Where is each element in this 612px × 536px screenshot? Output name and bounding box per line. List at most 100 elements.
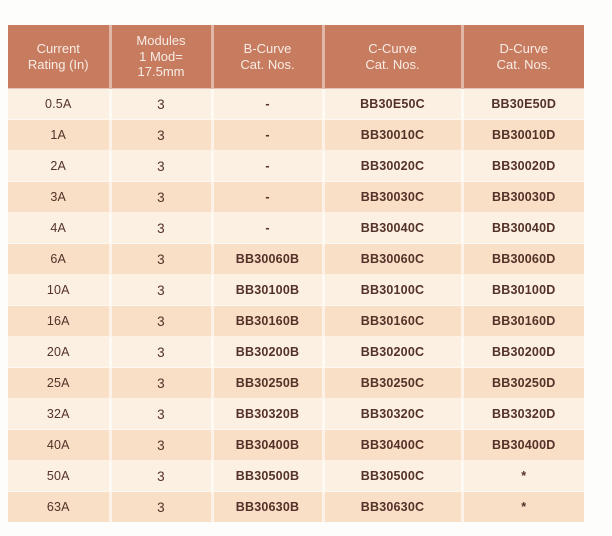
cell-b-curve: BB30400B <box>210 429 323 461</box>
column-header-line: Modules <box>136 33 186 49</box>
table-row: 16A 3 BB30160B BB30160C BB30160D <box>8 305 584 337</box>
cell-modules: 3 <box>108 336 212 368</box>
table-row: 32A 3 BB30320B BB30320C BB30320D <box>8 398 584 430</box>
column-header-line: B-Curve <box>243 41 292 56</box>
cell-c-curve: BB30630C <box>321 491 462 522</box>
column-header-b-curve: B-Curve Cat. Nos. <box>210 25 323 89</box>
table-row: 3A 3- BB30030C BB30030D <box>8 181 584 213</box>
table-row: 0.5A 3- BB30E50C BB30E50D <box>8 88 584 120</box>
cell-d-curve: * <box>460 460 584 492</box>
table-row: 2A 3- BB30020C BB30020D <box>8 150 584 182</box>
cell-current-rating: 63A <box>8 491 110 522</box>
cell-d-curve: BB30010D <box>460 119 584 151</box>
cell-current-rating: 10A <box>8 274 110 306</box>
column-header-line: C-Curve <box>368 41 417 56</box>
cell-d-curve: BB30160D <box>460 305 584 337</box>
cell-c-curve: BB30060C <box>321 243 462 275</box>
table-row: 40A 3 BB30400B BB30400C BB30400D <box>8 429 584 461</box>
cell-c-curve: BB30100C <box>321 274 462 306</box>
table-row: 1A 3- BB30010C BB30010D <box>8 119 584 151</box>
header-row: Current Rating (In) Modules 1 Mod= 17.5mm B-C… <box>8 25 584 89</box>
table-body: 0.5A 3- BB30E50C BB30E50D 1A 3- BB30010C BB3001… <box>8 88 584 522</box>
cell-modules: 3 <box>108 274 212 306</box>
column-header-modules: Modules 1 Mod= 17.5mm <box>108 25 212 89</box>
table-row: 50A 3 BB30500B BB30500C * <box>8 460 584 492</box>
cell-modules: 3 <box>108 212 212 244</box>
table-row: 10A 3 BB30100B BB30100C BB30100D <box>8 274 584 306</box>
column-header-line: Rating (In) <box>27 56 89 72</box>
cell-c-curve: BB30020C <box>321 150 462 182</box>
cell-b-curve: - <box>210 119 323 151</box>
cell-b-curve: - <box>210 212 323 244</box>
column-header-c-curve: C-Curve Cat. Nos. <box>321 25 462 89</box>
cell-b-curve: BB30250B <box>210 367 323 399</box>
cell-modules: 3 <box>108 460 212 492</box>
cell-modules: 3 <box>108 429 212 461</box>
column-header-line: D-Curve <box>499 41 548 56</box>
cell-b-curve: - <box>210 181 323 213</box>
cell-modules: 3 <box>108 491 212 522</box>
cell-d-curve: * <box>460 491 584 522</box>
cell-d-curve: BB30250D <box>460 367 584 399</box>
cell-b-curve: BB30160B <box>210 305 323 337</box>
cell-modules: 3 <box>108 119 212 151</box>
cell-b-curve: BB30320B <box>210 398 323 430</box>
table-header: Current Rating (In) Modules 1 Mod= 17.5mm B-C… <box>8 25 584 89</box>
cell-d-curve: BB30E50D <box>460 88 584 120</box>
cell-current-rating: 25A <box>8 367 110 399</box>
table-row: 25A 3 BB30250B BB30250C BB30250D <box>8 367 584 399</box>
cell-d-curve: BB30400D <box>460 429 584 461</box>
cell-d-curve: BB30030D <box>460 181 584 213</box>
cell-c-curve: BB30040C <box>321 212 462 244</box>
cell-current-rating: 4A <box>8 212 110 244</box>
cell-c-curve: BB30200C <box>321 336 462 368</box>
table-row: 6A 3 BB30060B BB30060C BB30060D <box>8 243 584 275</box>
cell-c-curve: BB30010C <box>321 119 462 151</box>
cell-current-rating: 32A <box>8 398 110 430</box>
cell-current-rating: 16A <box>8 305 110 337</box>
cell-modules: 3 <box>108 181 212 213</box>
column-header-line: Cat. Nos. <box>496 56 551 72</box>
cell-c-curve: BB30250C <box>321 367 462 399</box>
cell-d-curve: BB30040D <box>460 212 584 244</box>
cell-current-rating: 6A <box>8 243 110 275</box>
cell-b-curve: BB30500B <box>210 460 323 492</box>
cell-b-curve: BB30100B <box>210 274 323 306</box>
cell-d-curve: BB30100D <box>460 274 584 306</box>
cell-b-curve: BB30060B <box>210 243 323 275</box>
cell-c-curve: BB30500C <box>321 460 462 492</box>
cell-d-curve: BB30320D <box>460 398 584 430</box>
column-header-line: 1 Mod= <box>139 48 183 64</box>
cell-modules: 3 <box>108 398 212 430</box>
cell-current-rating: 0.5A <box>8 88 110 120</box>
catalog-table: Current Rating (In) Modules 1 Mod= 17.5mm B-C… <box>8 25 584 522</box>
cell-c-curve: BB30400C <box>321 429 462 461</box>
table-row: 63A 3 BB30630B BB30630C * <box>8 491 584 522</box>
cell-c-curve: BB30320C <box>321 398 462 430</box>
cell-b-curve: - <box>210 88 323 120</box>
cell-c-curve: BB30E50C <box>321 88 462 120</box>
cell-b-curve: - <box>210 150 323 182</box>
cell-c-curve: BB30160C <box>321 305 462 337</box>
cell-modules: 3 <box>108 88 212 120</box>
column-header-d-curve: D-Curve Cat. Nos. <box>460 25 584 89</box>
cell-modules: 3 <box>108 243 212 275</box>
cell-current-rating: 1A <box>8 119 110 151</box>
cell-modules: 3 <box>108 305 212 337</box>
cell-current-rating: 50A <box>8 460 110 492</box>
cell-modules: 3 <box>108 150 212 182</box>
cell-d-curve: BB30060D <box>460 243 584 275</box>
cell-current-rating: 20A <box>8 336 110 368</box>
column-header-line: Cat. Nos. <box>365 56 420 72</box>
column-header-current-rating: Current Rating (In) <box>8 25 110 89</box>
column-header-line: 17.5mm <box>137 64 185 80</box>
cell-current-rating: 2A <box>8 150 110 182</box>
cell-b-curve: BB30630B <box>210 491 323 522</box>
cell-modules: 3 <box>108 367 212 399</box>
cell-d-curve: BB30200D <box>460 336 584 368</box>
cell-d-curve: BB30020D <box>460 150 584 182</box>
table-row: 4A 3- BB30040C BB30040D <box>8 212 584 244</box>
table-row: 20A 3 BB30200B BB30200C BB30200D <box>8 336 584 368</box>
cell-current-rating: 3A <box>8 181 110 213</box>
